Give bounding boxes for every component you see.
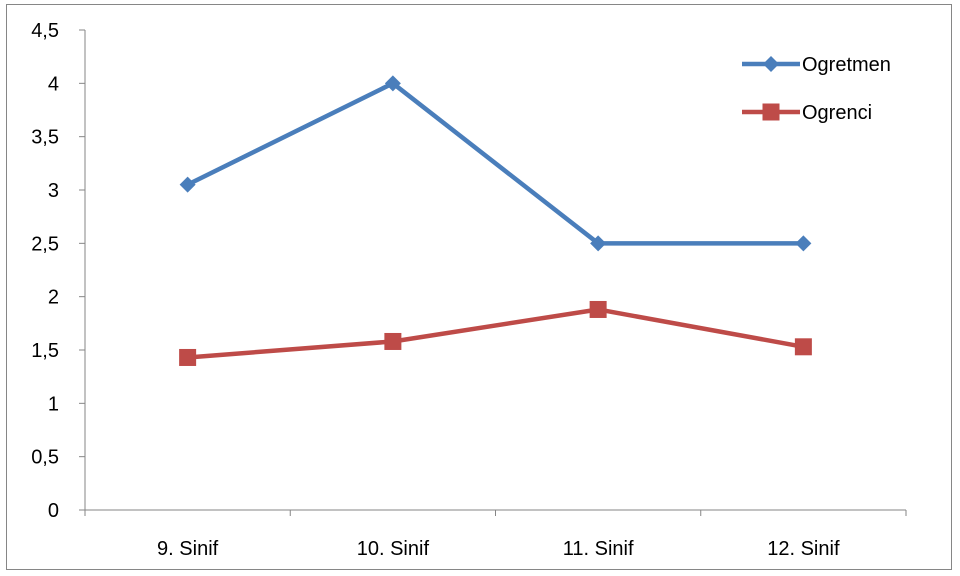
- y-tick-label: 2: [48, 287, 59, 309]
- y-tick-label: 0: [48, 500, 59, 522]
- data-point-ogrenci: [794, 338, 812, 356]
- series-line-ogrenci: [185, 307, 806, 360]
- y-tick-label: 0,5: [31, 447, 59, 469]
- y-tick-label: 1,5: [31, 340, 59, 362]
- x-tick-label: 10. Sinif: [357, 538, 430, 560]
- series-line-ogretmen: [185, 81, 806, 246]
- y-tick-label: 2,5: [31, 233, 59, 255]
- data-point-ogrenci: [589, 300, 607, 318]
- y-tick-label: 1: [48, 393, 59, 415]
- y-tick-label: 3: [48, 180, 59, 202]
- data-point-ogrenci: [384, 332, 402, 350]
- x-tick-label: 11. Sinif: [563, 538, 634, 560]
- y-tick-label: 3,5: [31, 127, 59, 149]
- legend-marker-ogretmen: [763, 56, 779, 72]
- data-point-ogretmen: [384, 75, 401, 92]
- y-tick-label: 4,5: [31, 20, 59, 42]
- chart-frame: [6, 4, 952, 570]
- data-point-ogretmen: [179, 176, 196, 193]
- x-tick-label: 12. Sinif: [767, 538, 840, 560]
- data-point-ogretmen: [590, 235, 607, 252]
- legend-label-ogretmen: Ogretmen: [802, 54, 891, 76]
- data-point-ogretmen: [795, 235, 812, 252]
- data-point-ogrenci: [179, 348, 197, 366]
- legend-marker-ogrenci: [762, 103, 780, 121]
- legend-label-ogrenci: Ogrenci: [802, 102, 872, 124]
- x-tick-label: 9. Sinif: [157, 538, 219, 560]
- y-tick-label: 4: [48, 73, 59, 95]
